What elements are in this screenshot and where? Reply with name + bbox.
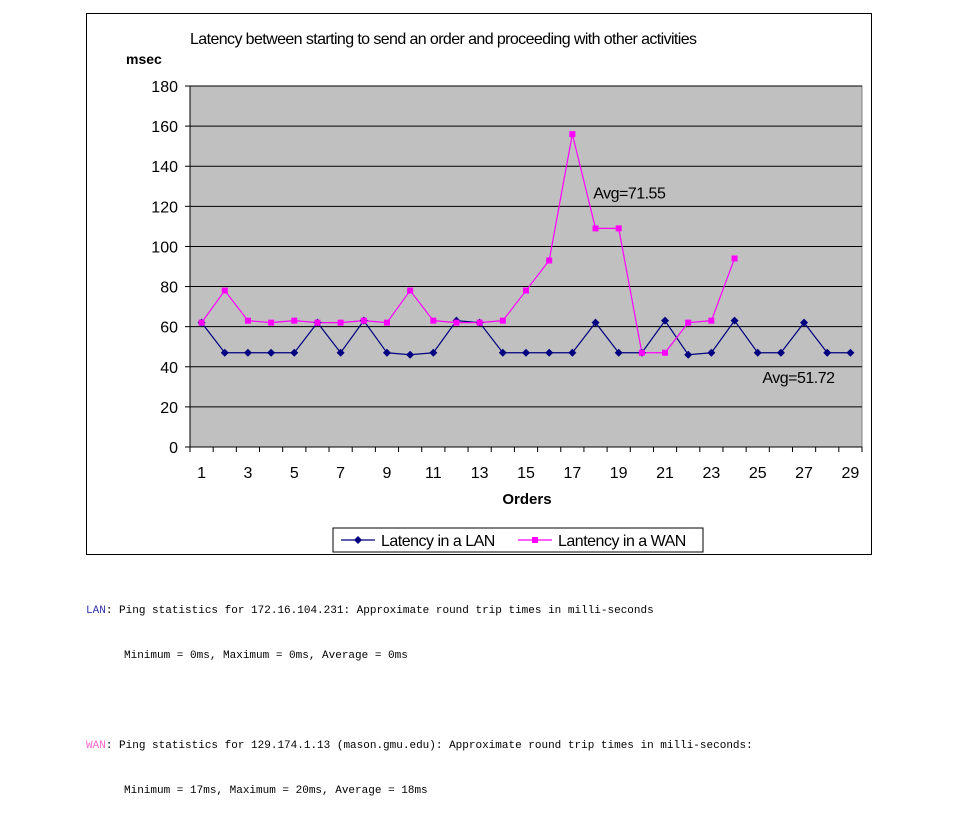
y-tick-label: 40 [160,360,178,377]
y-tick-label: 20 [160,400,178,417]
wan-point [523,287,529,294]
lan-point [591,318,600,327]
wan-label: WAN [86,740,106,752]
lan-point [800,318,809,327]
lan-point [730,316,739,325]
lan-point [267,348,276,357]
wan-point [638,349,645,356]
wan-point [244,317,251,324]
lan-note-line-2: Minimum = 0ms, Maximum = 0ms, Average = … [124,650,408,662]
y-tick-label: 120 [151,199,178,216]
x-tick-label: 29 [842,465,860,482]
y-tick-label: 140 [151,159,178,176]
avg-annotation: Avg=71.55 [593,185,666,202]
lan-note-text: : Ping statistics for 172.16.104.231: Ap… [105,605,654,617]
wan-point [546,257,553,264]
x-tick-label: 13 [471,465,489,482]
lan-label: LAN [86,605,106,617]
wan-point [685,319,692,326]
wan-point [476,319,483,326]
lan-point [336,348,345,357]
x-tick-label: 17 [563,465,581,482]
x-tick-label: 11 [425,465,442,482]
lan-point [707,348,716,357]
y-axis-label: msec [126,51,162,67]
x-tick-label: 15 [517,465,535,482]
y-tick-label: 80 [160,280,178,297]
lan-point [568,348,577,357]
lan-point [522,348,530,357]
wan-point [615,225,622,232]
lan-point [498,348,507,357]
lan-point [290,348,299,357]
y-tick-label: 180 [151,79,178,96]
wan-point [731,255,738,262]
wan-note-line-1: WAN: Ping statistics for 129.174.1.13 (m… [86,739,753,754]
y-tick-label: 160 [151,119,178,136]
lan-point [753,348,762,357]
lan-note-line-1: LAN: Ping statistics for 172.16.104.231:… [86,604,753,619]
lan-point [614,348,623,357]
x-tick-label: 9 [383,465,392,482]
x-tick-label: 1 [197,465,206,482]
lan-point [545,348,554,357]
wan-point [383,319,390,326]
wan-point [430,317,437,324]
ping-notes: LAN: Ping statistics for 172.16.104.231:… [86,574,753,814]
legend-lan-marker [354,536,362,544]
y-tick-label: 0 [169,440,178,457]
y-tick-label: 60 [160,320,178,337]
x-tick-label: 21 [656,465,674,482]
lan-point [684,350,693,359]
lan-point [823,348,832,357]
wan-note-text: : Ping statistics for 129.174.1.13 (maso… [105,740,753,752]
wan-point [337,319,344,326]
wan-point [569,131,576,138]
lan-point [429,348,438,357]
wan-point [499,317,506,324]
wan-point [592,225,599,232]
lan-point [776,348,785,357]
chart-title: Latency between starting to send an orde… [190,31,697,48]
wan-point [314,319,321,326]
legend-wan-marker [532,537,538,543]
lan-point [382,348,391,357]
wan-point [360,317,367,324]
wan-point [708,317,715,324]
x-tick-label: 3 [243,465,252,482]
wan-point [268,319,275,326]
wan-point [453,319,460,326]
legend-wan-label: Lantency in a WAN [558,533,686,550]
wan-point [662,349,669,356]
x-axis-label: Orders [502,491,551,508]
wan-point [291,317,298,324]
x-tick-label: 23 [702,465,720,482]
lan-point [243,348,252,357]
avg-annotation: Avg=51.72 [762,370,835,387]
lan-point [846,348,855,357]
x-tick-label: 7 [336,465,345,482]
plot-area [189,85,863,448]
lan-point [220,348,229,357]
legend-lan-label: Latency in a LAN [381,533,495,550]
wan-point [221,287,228,294]
x-tick-label: 25 [749,465,767,482]
wan-point [198,319,205,326]
x-tick-label: 19 [610,465,628,482]
wan-note-line-2: Minimum = 17ms, Maximum = 20ms, Average … [124,785,428,797]
wan-point [407,287,414,294]
x-tick-label: 27 [795,465,813,482]
lan-point [661,316,670,325]
y-tick-label: 100 [151,239,178,256]
lan-point [406,350,415,359]
x-tick-label: 5 [290,465,299,482]
note-spacer [86,694,753,709]
